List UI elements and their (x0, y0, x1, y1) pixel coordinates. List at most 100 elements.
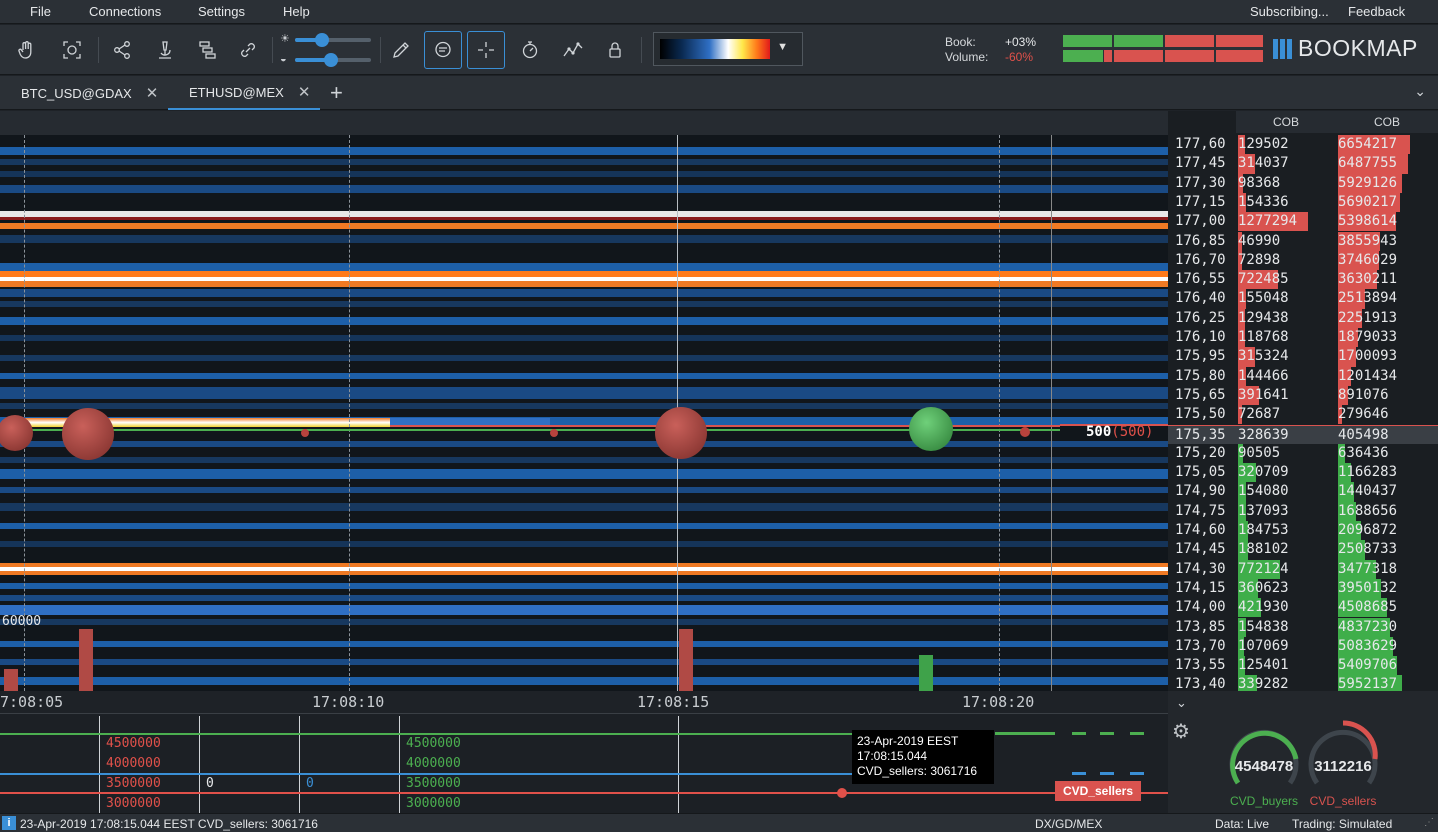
cob-bar (1338, 559, 1376, 579)
cob-value: 3746029 (1338, 251, 1398, 268)
stopwatch-icon[interactable] (513, 33, 547, 67)
order-book-row[interactable]: 175,65 391641 891076 (1168, 386, 1438, 405)
cob-bar (1238, 598, 1261, 618)
resize-grip-icon[interactable]: ⋰ (1424, 817, 1434, 828)
close-icon[interactable]: ✕ (297, 84, 311, 101)
cob-bar (1338, 135, 1410, 155)
order-book-row[interactable]: 176,55 722485 3630211 (1168, 270, 1438, 289)
order-book-row[interactable]: 175,50 72687 279646 (1168, 405, 1438, 424)
heatmap-chart[interactable]: 500(500) 60000 (0, 111, 1168, 691)
order-book-row[interactable]: 176,85 46990 3855943 (1168, 232, 1438, 251)
cob-value: 107069 (1238, 637, 1289, 654)
order-book-row[interactable]: 175,95 315324 1700093 (1168, 347, 1438, 366)
chat-bubble-icon[interactable] (424, 31, 462, 69)
cob-value: 72687 (1238, 406, 1281, 423)
cob-bar (1338, 617, 1390, 637)
liquidity-band (0, 523, 1168, 529)
feedback-link[interactable]: Feedback (1348, 4, 1406, 19)
status-message: 23-Apr-2019 17:08:15.044 EEST CVD_seller… (20, 817, 318, 831)
sell-trade-bubble (655, 407, 707, 459)
contrast-slider[interactable] (295, 53, 371, 67)
order-book-row[interactable]: 173,70 107069 5083629 (1168, 637, 1438, 656)
heatmap-header (0, 111, 1168, 135)
order-book-row[interactable]: 176,40 155048 2513894 (1168, 289, 1438, 308)
menu-help[interactable]: Help (283, 4, 310, 19)
order-book-row[interactable]: 174,75 137093 1688656 (1168, 502, 1438, 521)
hand-icon[interactable] (9, 33, 43, 67)
sell-volume-bar (679, 629, 693, 691)
cob-bar (1338, 636, 1393, 657)
order-book-row[interactable]: 174,30 772124 3477318 (1168, 560, 1438, 579)
gear-icon[interactable]: ⚙ (1172, 721, 1190, 743)
order-book-row[interactable]: 174,15 360623 3950132 (1168, 579, 1438, 598)
price-level: 175,35 (1175, 426, 1226, 443)
share-icon[interactable] (105, 33, 139, 67)
order-book-row[interactable]: 174,45 188102 2508733 (1168, 540, 1438, 559)
chevron-down-icon[interactable]: ⌄ (1414, 83, 1426, 99)
cob-value: 188102 (1238, 541, 1289, 558)
close-icon[interactable]: ✕ (145, 85, 159, 102)
price-level: 175,05 (1175, 464, 1226, 481)
cob-bar (1238, 270, 1278, 290)
order-book-row[interactable]: 175,35 328639 405498 (1168, 424, 1438, 444)
brightness-slider[interactable] (295, 33, 371, 47)
order-book-row[interactable]: 176,25 129438 2251913 (1168, 309, 1438, 328)
order-book-row[interactable]: 174,60 184753 2096872 (1168, 521, 1438, 540)
order-book-row[interactable]: 176,10 118768 1879033 (1168, 328, 1438, 347)
tab-label: ETHUSD@MEX (189, 84, 284, 100)
cob-value: 144466 (1238, 367, 1289, 384)
order-book-row[interactable]: 177,15 154336 5690217 (1168, 193, 1438, 212)
order-book-row[interactable]: 176,70 72898 3746029 (1168, 251, 1438, 270)
link-icon[interactable] (231, 33, 265, 67)
cvd-buyers-label: CVD_buyers (1229, 794, 1299, 808)
liquidity-band (0, 441, 1168, 447)
liquidity-band (390, 418, 550, 427)
order-book-row[interactable]: 175,05 320709 1166283 (1168, 463, 1438, 482)
status-bar: i 23-Apr-2019 17:08:15.044 EEST CVD_sell… (0, 813, 1438, 832)
order-book-row[interactable]: 177,00 1277294 5398614 (1168, 212, 1438, 231)
order-book-row[interactable]: 177,45 314037 6487755 (1168, 154, 1438, 173)
price-level: 176,70 (1175, 251, 1226, 268)
price-level: 175,50 (1175, 406, 1226, 423)
order-book-row[interactable]: 175,20 90505 636436 (1168, 444, 1438, 463)
layers-icon[interactable] (190, 33, 224, 67)
chevron-down-icon[interactable]: ⌄ (1176, 695, 1187, 710)
pencil-icon[interactable] (384, 33, 418, 67)
cob-value: 315324 (1238, 348, 1289, 365)
order-book-row[interactable]: 173,55 125401 5409706 (1168, 656, 1438, 675)
cob-value: 3855943 (1338, 232, 1398, 249)
menu-connections[interactable]: Connections (89, 4, 162, 19)
cob-bar (1238, 501, 1246, 521)
liquidity-band (0, 583, 1168, 589)
order-book-row[interactable]: 174,90 154080 1440437 (1168, 482, 1438, 501)
line-chart-icon[interactable] (556, 33, 590, 67)
cob-bar (1238, 578, 1258, 599)
add-tab-icon[interactable]: + (330, 80, 343, 105)
crosshair-icon[interactable] (467, 31, 505, 69)
subscribing-status[interactable]: Subscribing... (1250, 4, 1329, 19)
liquidity-band (0, 171, 1168, 177)
order-book-row[interactable]: 173,40 339282 5952137 (1168, 675, 1438, 694)
tab-btc-usd-gdax[interactable]: BTC_USD@GDAX ✕ (21, 76, 158, 110)
tab-ethusd-mex[interactable]: ETHUSD@MEX ✕ (168, 76, 320, 110)
heatmap-palette-select[interactable]: ▼ (653, 32, 803, 66)
brightness-icon: ☀ (280, 33, 290, 45)
info-icon[interactable]: i (2, 816, 16, 830)
cob-bar (1338, 212, 1396, 232)
volume-scale-label: 60000 (2, 614, 42, 629)
order-book-row[interactable]: 177,60 129502 6654217 (1168, 135, 1438, 154)
zoom-fit-icon[interactable] (55, 33, 89, 67)
liquidity-band (0, 541, 1168, 547)
lock-icon[interactable] (598, 33, 632, 67)
order-book-row[interactable]: 173,85 154838 4837230 (1168, 618, 1438, 637)
order-book-row[interactable]: 175,80 144466 1201434 (1168, 367, 1438, 386)
price-level: 177,30 (1175, 174, 1226, 191)
menu-file[interactable]: File (30, 4, 51, 19)
order-book-row[interactable]: 177,30 98368 5929126 (1168, 174, 1438, 193)
menu-settings[interactable]: Settings (198, 4, 245, 19)
microscope-icon[interactable] (148, 33, 182, 67)
liquidity-band (0, 277, 1168, 281)
liquidity-band (0, 659, 1168, 665)
cob-bar (1338, 463, 1351, 483)
order-book-row[interactable]: 174,00 421930 4508685 (1168, 598, 1438, 617)
